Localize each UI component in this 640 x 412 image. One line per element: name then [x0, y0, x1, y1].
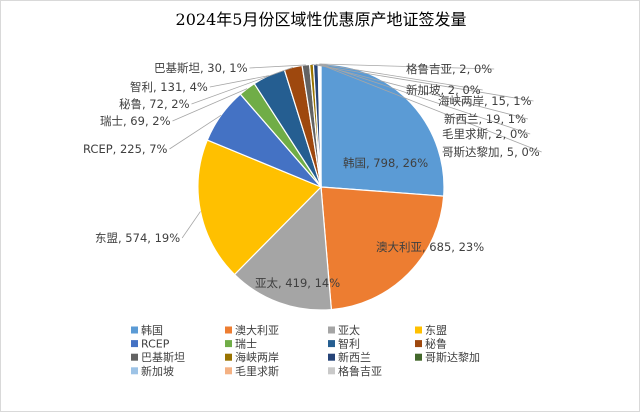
leader-line-6 [209, 75, 269, 88]
legend-swatch-1 [225, 326, 232, 334]
data-label-10: 新西兰, 19, 1% [444, 112, 526, 126]
legend-swatch-13 [225, 367, 232, 375]
legend-label-7: 秘鲁 [425, 337, 447, 351]
legend-label-10: 新西兰 [338, 350, 371, 364]
chart-title: 2024年5月份区域性优惠原产地证签发量 [176, 10, 467, 29]
slice-3[interactable] [197, 139, 323, 276]
data-label-0: 韩国, 798, 26% [343, 156, 428, 170]
legend-swatch-6 [328, 340, 335, 348]
legend-label-12: 新加坡 [141, 364, 174, 378]
data-label-7: 秘鲁, 72, 2% [119, 97, 190, 111]
data-label-5: 瑞士, 69, 2% [100, 114, 171, 128]
legend-label-2: 亚太 [338, 324, 360, 337]
slices-layer [197, 63, 445, 311]
data-label-12: 新加坡, 2, 0% [406, 83, 481, 97]
data-label-9: 海峡两岸, 15, 1% [438, 94, 532, 108]
legend-label-8: 巴基斯坦 [141, 350, 185, 364]
legend-label-11: 哥斯达黎加 [425, 350, 480, 364]
data-label-4: RCEP, 225, 7% [83, 142, 168, 156]
legend-swatch-3 [415, 326, 422, 334]
slice-14[interactable] [319, 63, 322, 188]
leader-line-9 [311, 63, 534, 102]
data-label-6: 智利, 131, 4% [130, 80, 208, 94]
data-label-2: 亚太, 419, 14% [255, 276, 340, 290]
legend-label-5: 瑞士 [235, 337, 257, 351]
legend-label-4: RCEP [141, 338, 170, 351]
data-label-1: 澳大利亚, 685, 23% [376, 240, 484, 254]
data-label-13: 毛里求斯, 2, 0% [442, 127, 528, 141]
legend-swatch-11 [415, 353, 422, 361]
legend-label-9: 海峡两岸 [235, 350, 279, 364]
legend-swatch-7 [415, 340, 422, 348]
legend-swatch-10 [328, 353, 335, 361]
legend-label-3: 东盟 [425, 324, 447, 337]
legend-label-13: 毛里求斯 [235, 365, 279, 378]
leader-line-4 [169, 114, 222, 150]
leader-line-7 [191, 66, 294, 105]
legend-swatch-14 [328, 367, 335, 375]
leader-line-8 [249, 64, 306, 69]
legend-swatch-0 [131, 326, 138, 334]
data-label-14: 格鲁吉亚, 2, 0% [406, 62, 492, 76]
leader-line-5 [172, 88, 248, 122]
leader-line-11 [318, 63, 542, 153]
data-label-11: 哥斯达黎加, 5, 0% [442, 145, 540, 159]
leader-line-10 [315, 63, 529, 120]
slice-1[interactable] [320, 186, 445, 311]
legend-label-14: 格鲁吉亚 [338, 364, 382, 378]
leader-line-13 [320, 63, 531, 135]
leader-lines-layer [169, 63, 542, 239]
legend-swatch-9 [225, 353, 232, 361]
legend-swatch-4 [131, 340, 138, 348]
data-label-8: 巴基斯坦, 30, 1% [154, 61, 248, 75]
legend-label-6: 智利 [338, 337, 360, 351]
legend-label-1: 澳大利亚 [235, 323, 279, 337]
slice-0[interactable] [320, 63, 445, 197]
data-label-3: 东盟, 574, 19% [95, 231, 180, 245]
leader-line-14 [320, 63, 495, 70]
legend-label-0: 韩国 [141, 323, 163, 337]
leader-line-12 [319, 63, 483, 91]
legend-swatch-8 [131, 353, 138, 361]
data-labels-layer: 韩国, 798, 26% 澳大利亚, 685, 23% 亚太, 419, 14% 东盟… [83, 61, 540, 290]
legend-swatch-12 [131, 367, 138, 375]
legend-swatch-2 [328, 326, 335, 334]
leader-line-3 [181, 211, 201, 239]
legend-swatch-5 [225, 340, 232, 348]
slice-2[interactable] [233, 185, 333, 311]
